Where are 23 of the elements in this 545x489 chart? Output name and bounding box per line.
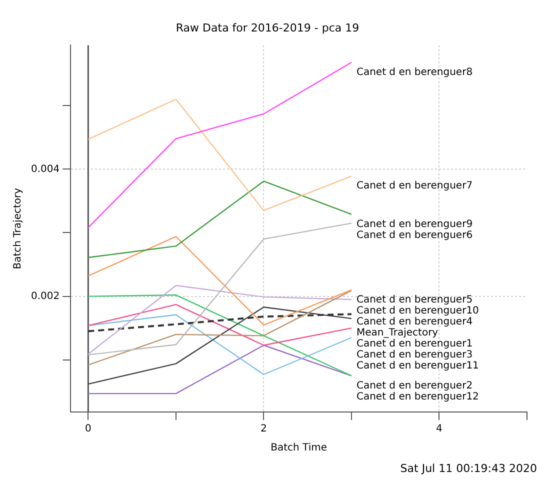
series-label: Canet d en berenguer4 xyxy=(356,316,473,328)
x-axis-title: Batch Time xyxy=(270,442,328,454)
text: Canet d en berenguer11 xyxy=(356,360,479,372)
x-tick-label: 0 xyxy=(84,424,92,435)
y-axis-title: Batch Trajectory xyxy=(12,188,24,270)
series-label: Canet d en berenguer2 xyxy=(356,380,473,392)
series-label: Canet d en berenguer10 xyxy=(356,306,479,317)
y-tick-label: 0.004 xyxy=(30,164,60,175)
series-label: Mean_Trajectory xyxy=(356,328,438,339)
series-label: Canet d en berenguer12 xyxy=(356,391,479,402)
line-series xyxy=(87,313,352,332)
x-tick-label: 4 xyxy=(436,424,442,435)
text: Canet d en berenguer1 xyxy=(356,338,473,350)
text: Sat Jul 11 00:19:43 2020 xyxy=(399,462,537,475)
x-tick-label: 2 xyxy=(260,424,267,435)
y-tick-label: 0.002 xyxy=(30,290,60,302)
chart-title: Raw Data for 2016-2019 - pca 19 xyxy=(176,21,360,34)
series-label: Canet d en berenguer8 xyxy=(356,66,473,78)
series-label: Canet d en berenguer6 xyxy=(356,230,473,241)
series-label: Canet d en berenguer9 xyxy=(356,218,473,230)
text: Canet d en berenguer3 xyxy=(356,350,473,361)
series-label: Canet d en berenguer5 xyxy=(356,294,473,306)
series-label: Canet d en berenguer7 xyxy=(356,180,473,192)
